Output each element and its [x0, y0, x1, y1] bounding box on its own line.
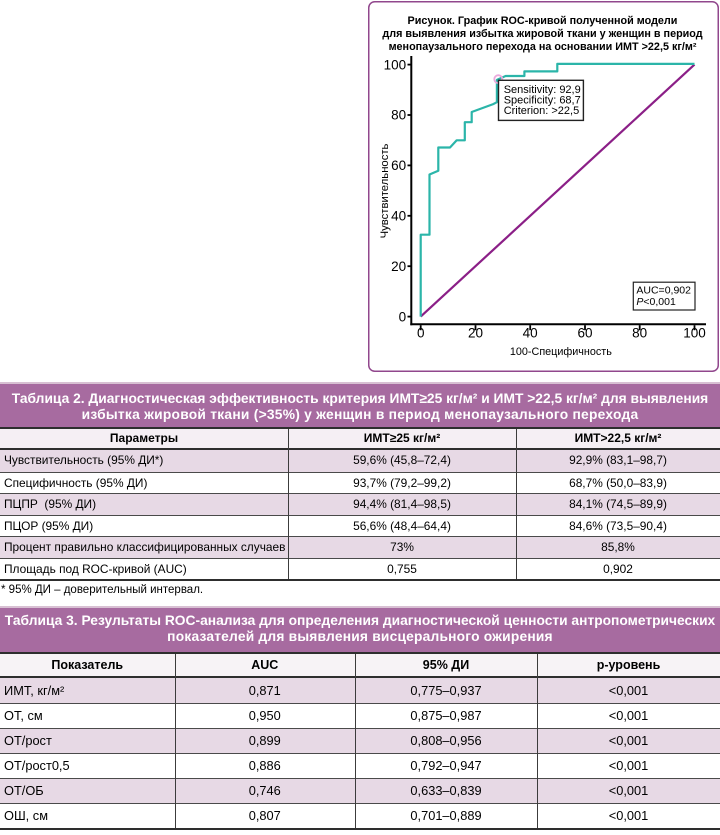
svg-text:менопаузального перехода на ос: менопаузального перехода на основании ИМ… — [389, 41, 697, 53]
svg-text:Specificity: 68,7: Specificity: 68,7 — [504, 94, 581, 106]
svg-text:Рисунок. График ROC-кривой пол: Рисунок. График ROC-кривой полученной мо… — [408, 15, 678, 27]
svg-text:0: 0 — [399, 309, 407, 324]
svg-text:100: 100 — [384, 57, 407, 72]
svg-text:40: 40 — [391, 209, 406, 224]
svg-text:0: 0 — [417, 326, 425, 341]
svg-text:80: 80 — [391, 108, 406, 123]
svg-text:40: 40 — [523, 326, 538, 341]
svg-text:AUC=0,902: AUC=0,902 — [636, 285, 691, 297]
svg-text:100-Специфичность: 100-Специфичность — [510, 346, 612, 358]
svg-text:20: 20 — [468, 326, 483, 341]
svg-text:60: 60 — [577, 326, 592, 341]
svg-text:Criterion: >22,5: Criterion: >22,5 — [504, 105, 580, 117]
svg-text:P<0,001: P<0,001 — [636, 296, 676, 308]
svg-text:Чувствительность: Чувствительность — [379, 143, 391, 238]
svg-text:100: 100 — [683, 326, 706, 341]
svg-text:60: 60 — [391, 158, 406, 173]
svg-text:20: 20 — [391, 259, 406, 274]
svg-text:80: 80 — [632, 326, 647, 341]
svg-text:для выявления избытка жировой: для выявления избытка жировой ткани у же… — [382, 28, 702, 40]
svg-text:Sensitivity: 92,9: Sensitivity: 92,9 — [504, 84, 581, 96]
